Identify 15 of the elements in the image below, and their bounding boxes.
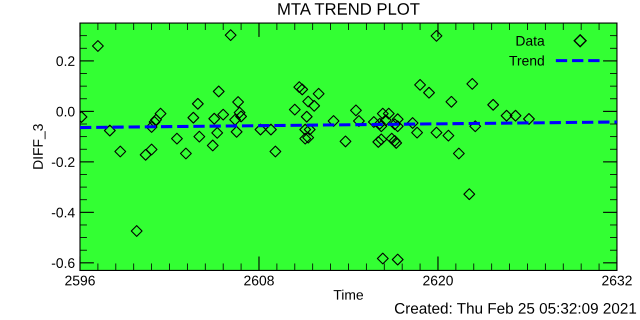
y-tick-label: -0.4 [52,208,75,218]
y-axis-title: DIFF_3 [33,124,46,169]
y-tick-label: -0.2 [52,157,74,168]
y-tick-label: -0.6 [52,258,75,268]
x-axis-title: Time [334,290,364,300]
text: Created: Thu Feb 25 05:32:09 2021 [394,302,636,314]
x-tick-label: 2596 [65,276,95,286]
y-tick-label: 0.2 [56,56,74,66]
x-tick-label: 2608 [244,276,274,286]
legend-label: Data [516,36,545,46]
legend-label: Trend [509,55,544,66]
y-tick-label: 0.0 [56,106,75,117]
x-tick-label: 2632 [602,276,632,286]
x-tick-label: 2620 [423,276,453,286]
chart-title: MTA TREND PLOT [278,3,420,15]
